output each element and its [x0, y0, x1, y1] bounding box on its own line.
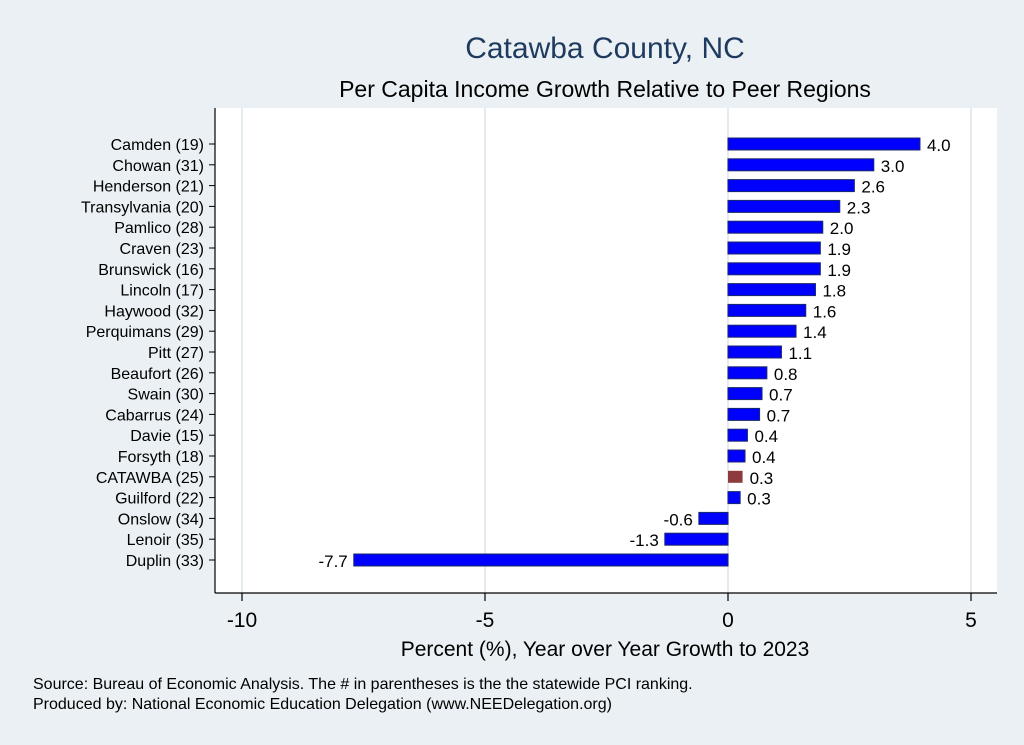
- source-note: Source: Bureau of Economic Analysis. The…: [33, 676, 693, 693]
- producer-note: Produced by: National Economic Education…: [33, 696, 612, 713]
- bar: [727, 366, 768, 380]
- category-label: Chowan (31): [112, 158, 204, 175]
- bar: [727, 158, 875, 172]
- category-label: Henderson (21): [93, 179, 204, 196]
- bar: [727, 303, 807, 317]
- value-label: 1.1: [788, 344, 812, 363]
- value-label: 0.8: [774, 365, 798, 384]
- bar: [727, 387, 763, 401]
- category-label: Duplin (33): [126, 553, 204, 570]
- bar: [727, 324, 797, 338]
- bar: [727, 407, 761, 421]
- value-label: 2.3: [847, 198, 871, 217]
- bar: [698, 511, 729, 525]
- value-label: 1.6: [813, 302, 837, 321]
- bar: [727, 345, 782, 359]
- value-label: 1.4: [803, 323, 827, 342]
- category-label: Perquimans (29): [86, 324, 204, 341]
- category-label: Guilford (22): [115, 491, 204, 508]
- bar: [664, 532, 729, 546]
- value-label: 0.4: [754, 427, 778, 446]
- x-tick-label: 0: [722, 609, 734, 632]
- category-label: Onslow (34): [118, 511, 204, 528]
- value-label: 0.3: [747, 490, 771, 509]
- category-label: Brunswick (16): [98, 262, 204, 279]
- category-label: Lenoir (35): [127, 532, 204, 549]
- category-label: Pitt (27): [148, 345, 204, 362]
- bar: [727, 491, 741, 505]
- bar: [728, 470, 743, 483]
- value-label: 1.9: [827, 261, 851, 280]
- value-label: 1.8: [822, 282, 846, 301]
- category-label: Davie (15): [130, 428, 204, 445]
- category-label: Lincoln (17): [120, 283, 204, 300]
- category-label: Cabarrus (24): [105, 407, 204, 424]
- category-label: Camden (19): [111, 137, 204, 154]
- category-label: Haywood (32): [104, 303, 204, 320]
- value-label: 0.7: [769, 386, 793, 405]
- bar: [353, 553, 729, 567]
- category-label: Swain (30): [128, 387, 204, 404]
- bar: [727, 262, 821, 276]
- category-label: Transylvania (20): [81, 199, 204, 216]
- x-tick-label: 5: [965, 609, 977, 632]
- bar: [727, 199, 841, 213]
- bar: [727, 220, 824, 234]
- category-label: Pamlico (28): [114, 220, 204, 237]
- value-label: 4.0: [927, 136, 951, 155]
- bar: [727, 241, 821, 255]
- bar: [727, 449, 746, 463]
- value-label: 0.4: [752, 448, 776, 467]
- x-tick-label: -5: [476, 609, 495, 632]
- category-label: Beaufort (26): [111, 366, 204, 383]
- chart-subtitle: Per Capita Income Growth Relative to Pee…: [339, 76, 871, 102]
- category-label: Forsyth (18): [118, 449, 204, 466]
- value-label: 3.0: [881, 157, 905, 176]
- bar: [727, 137, 921, 151]
- bar: [727, 428, 748, 442]
- chart-title: Catawba County, NC: [465, 32, 745, 65]
- value-label: -0.6: [664, 510, 693, 529]
- value-label: 2.0: [830, 219, 854, 238]
- value-label: 1.9: [827, 240, 851, 259]
- value-label: -1.3: [630, 531, 659, 550]
- category-label: Craven (23): [120, 241, 204, 258]
- value-label: -7.7: [318, 552, 347, 571]
- x-axis-label: Percent (%), Year over Year Growth to 20…: [401, 638, 810, 661]
- x-tick-label: -10: [227, 609, 257, 632]
- plot-area: [215, 108, 997, 593]
- bar: [727, 179, 855, 193]
- bar: [727, 283, 816, 297]
- value-label: 0.3: [750, 469, 774, 488]
- value-label: 2.6: [861, 178, 885, 197]
- category-label: CATAWBA (25): [96, 470, 204, 487]
- value-label: 0.7: [767, 406, 791, 425]
